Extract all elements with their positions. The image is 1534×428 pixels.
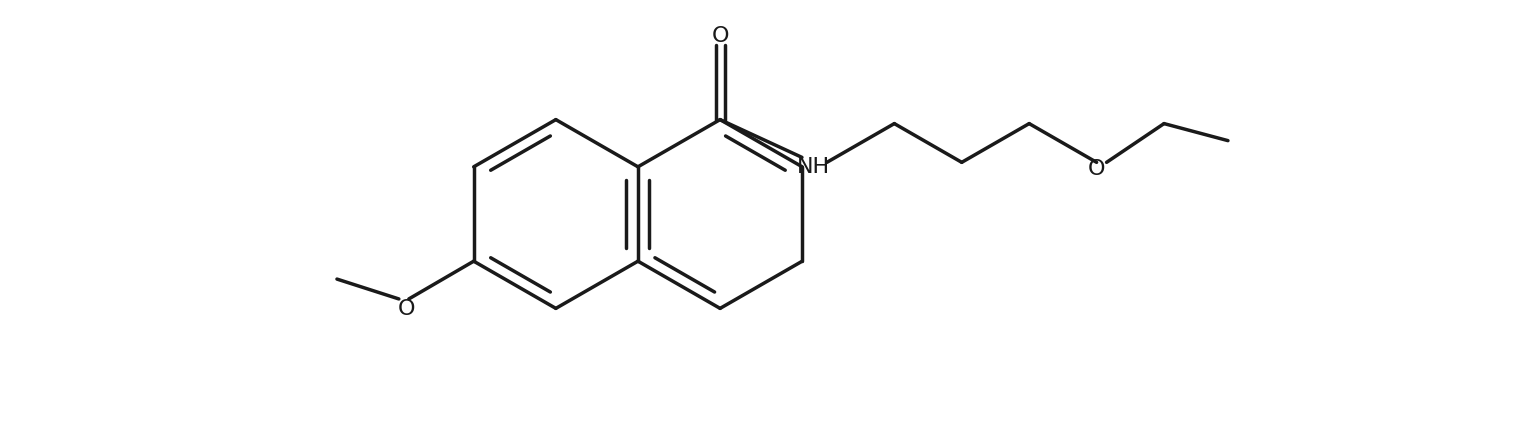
Text: O: O bbox=[399, 299, 416, 319]
Text: O: O bbox=[1088, 159, 1106, 179]
Text: NH: NH bbox=[798, 158, 830, 177]
Text: O: O bbox=[712, 26, 729, 46]
